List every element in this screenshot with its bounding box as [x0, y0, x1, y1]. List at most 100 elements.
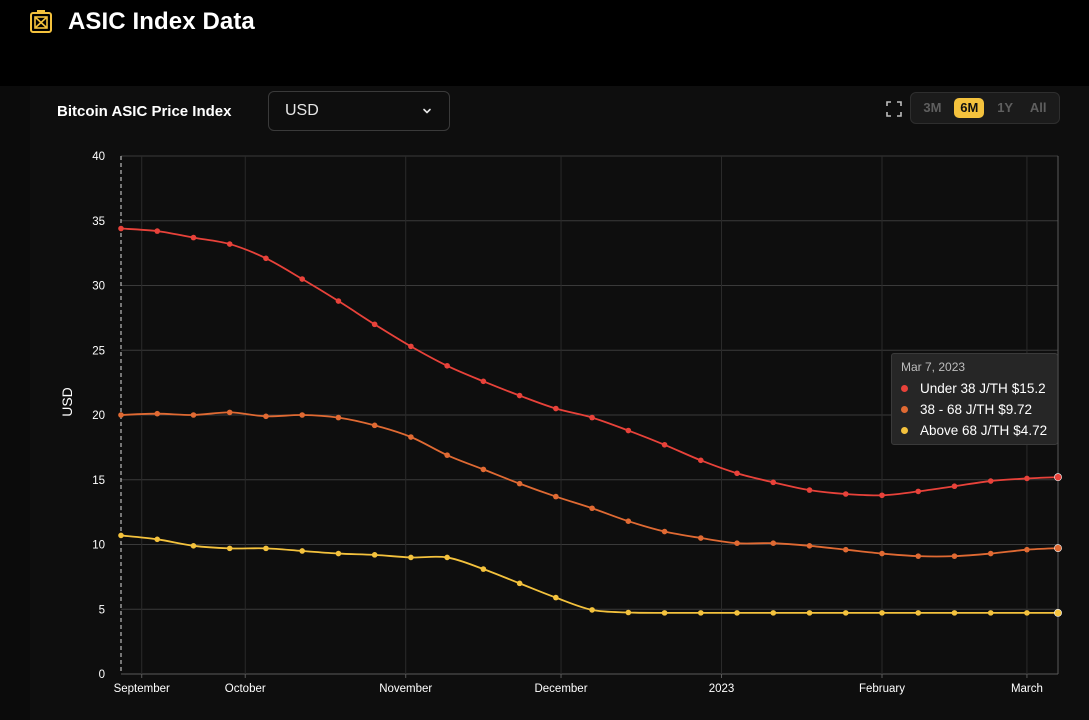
data-point [842, 491, 849, 497]
series-mid-dot [901, 406, 908, 413]
data-point [661, 441, 668, 448]
data-point [589, 607, 595, 613]
data-point [263, 413, 269, 420]
range-all-button[interactable]: All [1029, 100, 1047, 115]
chart-tooltip: Mar 7, 2023 Under 38 J/TH $15.2 38 - 68 … [891, 353, 1058, 445]
data-point [661, 528, 668, 535]
data-point [842, 546, 849, 553]
data-point [770, 610, 777, 616]
data-point [516, 580, 523, 587]
data-point [734, 540, 740, 547]
chart-grid [120, 155, 1059, 678]
data-point [190, 234, 197, 241]
page-title: ASIC Index Data [68, 8, 255, 35]
time-range-selector: 3M 6M 1Y All [910, 92, 1060, 124]
range-3m-button[interactable]: 3M [923, 100, 942, 115]
tooltip-label: 38 - 68 J/TH [920, 402, 995, 417]
x-tick-label: October [225, 683, 266, 695]
asic-chip-icon [30, 10, 52, 33]
data-point [154, 228, 161, 234]
data-point [299, 276, 305, 282]
data-point [698, 535, 704, 541]
data-point [408, 434, 414, 440]
data-point [118, 412, 124, 418]
sidebar-strip [0, 86, 31, 720]
y-tick-label: 15 [92, 475, 105, 487]
data-point [299, 548, 305, 554]
tooltip-label: Above 68 J/TH [920, 423, 1010, 438]
data-point [263, 545, 269, 552]
data-point [263, 255, 269, 262]
range-6m-button[interactable]: 6M [954, 98, 985, 118]
data-point [1024, 546, 1030, 553]
data-point [190, 542, 197, 549]
data-point [154, 410, 161, 417]
data-point [734, 470, 740, 477]
y-axis: 0 5 10 15 20 25 30 35 40 [92, 151, 105, 681]
data-point [335, 414, 342, 421]
y-tick-label: 0 [99, 669, 105, 681]
data-point [444, 554, 450, 561]
y-tick-label: 20 [92, 410, 105, 422]
data-point [444, 362, 450, 369]
tooltip-value: $15.2 [1011, 381, 1046, 396]
data-point [879, 492, 885, 499]
x-tick-label: September [114, 683, 170, 695]
y-tick-label: 10 [92, 540, 105, 552]
data-point [299, 412, 305, 418]
data-point [879, 610, 885, 616]
data-point [625, 609, 632, 616]
data-point [770, 540, 777, 547]
tooltip-row: Under 38 J/TH $15.2 [901, 378, 1049, 399]
data-point [987, 550, 994, 557]
data-point [987, 478, 994, 484]
data-point [806, 487, 813, 493]
tooltip-value: $9.72 [998, 402, 1033, 417]
data-point [698, 610, 704, 616]
data-point [553, 493, 559, 500]
series-under-dot [901, 385, 908, 392]
x-tick-label: 2023 [709, 683, 735, 695]
data-point [480, 378, 487, 385]
range-1y-button[interactable]: 1Y [997, 100, 1014, 115]
data-point [951, 553, 958, 559]
data-point [371, 422, 378, 429]
x-tick-label: March [1011, 683, 1043, 695]
expand-icon[interactable] [885, 100, 903, 118]
data-point [480, 566, 487, 572]
data-point [842, 610, 849, 616]
currency-select[interactable]: USD [268, 91, 450, 131]
data-point [408, 554, 414, 561]
data-point [371, 321, 378, 328]
chart-title: Bitcoin ASIC Price Index [57, 103, 232, 120]
price-index-chart: 0 5 10 15 20 25 30 35 40 September October Novembe… [59, 151, 1062, 695]
x-axis: September October November December 2023 Febr… [114, 683, 1043, 695]
currency-select-value: USD [285, 102, 319, 119]
data-point [371, 552, 378, 558]
page-header: ASIC Index Data [28, 4, 255, 40]
data-point [915, 553, 922, 559]
tooltip-row: 38 - 68 J/TH $9.72 [901, 399, 1049, 420]
data-point [226, 409, 233, 416]
data-point [589, 505, 595, 512]
data-point [516, 392, 523, 399]
y-tick-label: 25 [92, 345, 105, 357]
data-point [589, 414, 595, 421]
data-point [734, 610, 740, 616]
tooltip-label: Under 38 J/TH [920, 381, 1008, 396]
data-point [879, 550, 885, 557]
y-tick-label: 30 [92, 281, 105, 293]
data-point [154, 536, 161, 543]
data-point [770, 479, 777, 486]
data-point [915, 610, 922, 616]
data-point [698, 457, 704, 464]
data-point [1054, 473, 1062, 482]
data-point [516, 480, 523, 487]
x-tick-label: November [379, 683, 432, 695]
data-point [553, 405, 559, 412]
data-point [1054, 608, 1062, 617]
tooltip-date: Mar 7, 2023 [901, 360, 966, 374]
tooltip-row: Above 68 J/TH $4.72 [901, 420, 1049, 441]
data-point [625, 427, 632, 434]
data-point [190, 412, 197, 418]
